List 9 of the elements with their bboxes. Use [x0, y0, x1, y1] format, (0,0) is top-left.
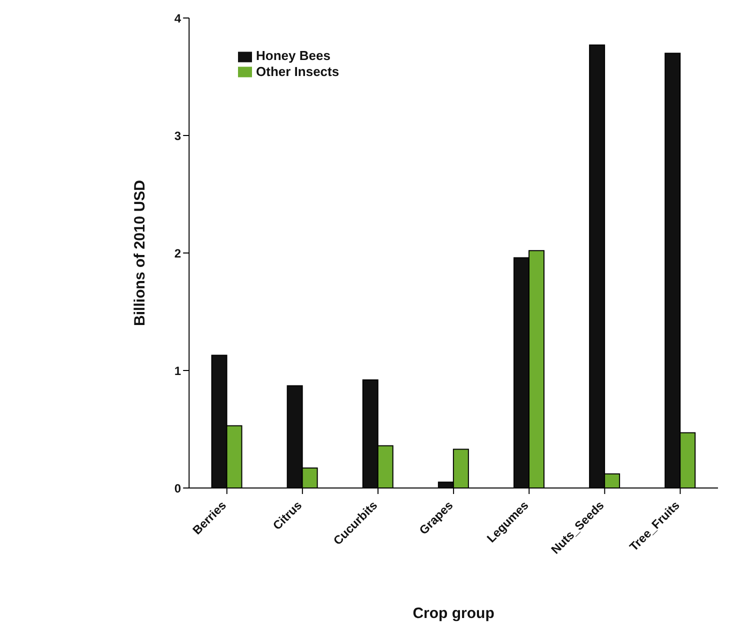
x-axis-title: Crop group — [412, 605, 494, 622]
y-tick-label: 2 — [174, 246, 182, 260]
y-tick-label: 3 — [174, 128, 182, 143]
y-tick-label: 4 — [174, 11, 182, 26]
legend-label: Other Insects — [256, 64, 340, 79]
y-tick-label: 1 — [174, 364, 182, 378]
y-tick-label: 0 — [174, 481, 182, 496]
y-axis-title: Billions of 2010 USD — [131, 180, 148, 326]
legend-label: Honey Bees — [256, 48, 330, 63]
